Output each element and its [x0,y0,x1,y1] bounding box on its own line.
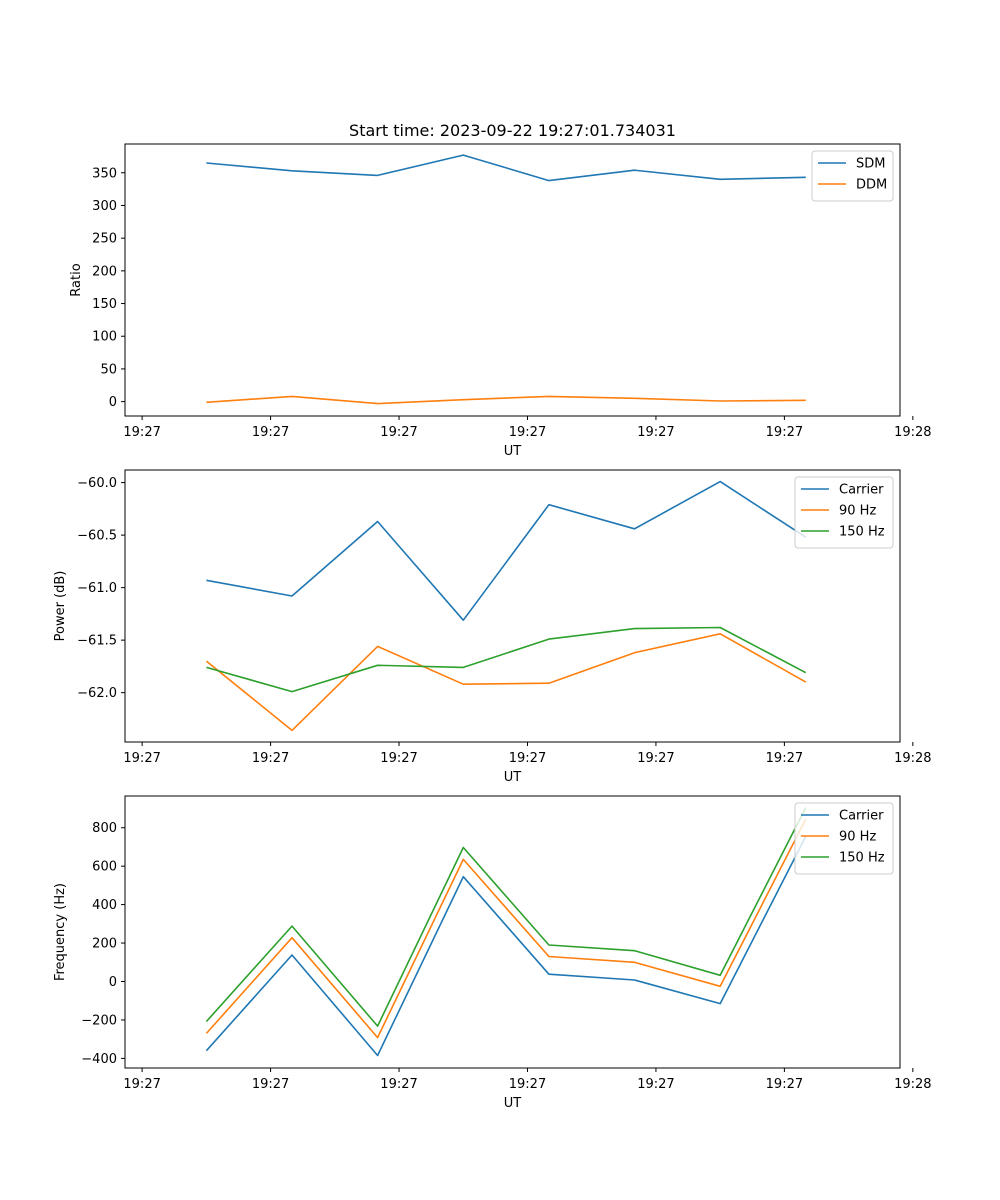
x-axis-label: UT [504,444,522,459]
x-tick-label: 19:27 [252,425,289,440]
axes-frame [124,469,901,743]
x-tick-label: 19:27 [509,425,546,440]
y-axis-label: Frequency (Hz) [53,883,68,981]
series-line-150-hz [205,807,807,1027]
y-tick-label: 250 [92,232,117,247]
x-tick-label: 19:27 [637,425,674,440]
y-tick-label: 0 [109,395,117,410]
x-tick-label: 19:27 [766,751,803,766]
x-tick-label: 19:28 [894,751,931,766]
legend-entry: DDM [856,178,887,193]
y-tick-label: 300 [92,199,117,214]
y-tick-label: 400 [92,898,117,913]
y-tick-label: 600 [92,860,117,875]
subplot-2: 19:27 19:27 19:27 19:27 19:27 19:27 19:28 −62.0… [53,469,932,785]
y-tick-label: 100 [92,330,117,345]
x-tick-label: 19:27 [380,425,417,440]
series-line-90-hz [205,632,807,732]
y-tick-label: 50 [100,362,117,377]
x-axis-label: UT [504,1096,522,1111]
series-line-sdm [206,154,806,182]
subplot-1: 19:27 19:27 19:27 19:27 19:27 19:27 19:28 0 50 10… [69,143,932,459]
x-tick-label: 19:27 [123,1077,160,1092]
x-tick-label: 19:27 [252,1077,289,1092]
legend-entry: 150 Hz [839,851,885,866]
x-tick-label: 19:27 [766,425,803,440]
y-tick-label: 200 [92,937,117,952]
x-tick-label: 19:27 [766,1077,803,1092]
series-line-ddm [206,395,806,405]
y-tick-label: −60.5 [77,529,117,544]
y-tick-label: −61.0 [77,581,117,596]
y-tick-label: −60.0 [77,476,117,491]
legend-entry: 90 Hz [839,504,876,519]
y-tick-label: −200 [81,1013,117,1028]
y-tick-label: 0 [109,975,117,990]
y-tick-label: −400 [81,1052,117,1067]
x-tick-label: 19:27 [123,425,160,440]
legend-entry: 90 Hz [839,830,876,845]
x-tick-label: 19:27 [637,1077,674,1092]
legend-entry: SDM [856,157,885,172]
axes-frame [124,795,901,1069]
legend-entry: Carrier [839,483,884,498]
y-tick-label: 350 [92,166,117,181]
y-tick-label: 150 [92,297,117,312]
x-tick-label: 19:27 [637,751,674,766]
x-tick-label: 19:27 [123,751,160,766]
x-axis-label: UT [504,770,522,785]
y-axis-label: Ratio [69,263,84,296]
series-line-carrier [206,480,807,622]
x-tick-label: 19:28 [894,1077,931,1092]
y-tick-label: 200 [92,264,117,279]
legend: SDM DDM [811,150,894,202]
subplot-3: 19:27 19:27 19:27 19:27 19:27 19:27 19:28 −400 −… [53,795,932,1111]
x-tick-label: 19:27 [380,751,417,766]
y-tick-label: −62.0 [77,686,117,701]
legend-entry: 150 Hz [839,525,885,540]
chart-title: Start time: 2023-09-22 19:27:01.734031 [349,121,676,140]
x-tick-label: 19:27 [509,1077,546,1092]
y-axis-label: Power (dB) [53,571,68,642]
y-tick-label: 800 [92,821,117,836]
x-tick-label: 19:27 [509,751,546,766]
x-tick-label: 19:27 [252,751,289,766]
series-line-90-hz [205,818,807,1039]
series-line-150-hz [206,626,807,693]
x-tick-label: 19:27 [380,1077,417,1092]
axes-frame [124,143,901,417]
legend: Carrier 90 Hz 150 Hz [794,476,894,549]
series-line-carrier [205,836,807,1057]
legend-entry: Carrier [839,809,884,824]
x-tick-label: 19:28 [894,425,931,440]
y-tick-label: −61.5 [77,634,117,649]
legend: Carrier 90 Hz 150 Hz [794,802,894,875]
